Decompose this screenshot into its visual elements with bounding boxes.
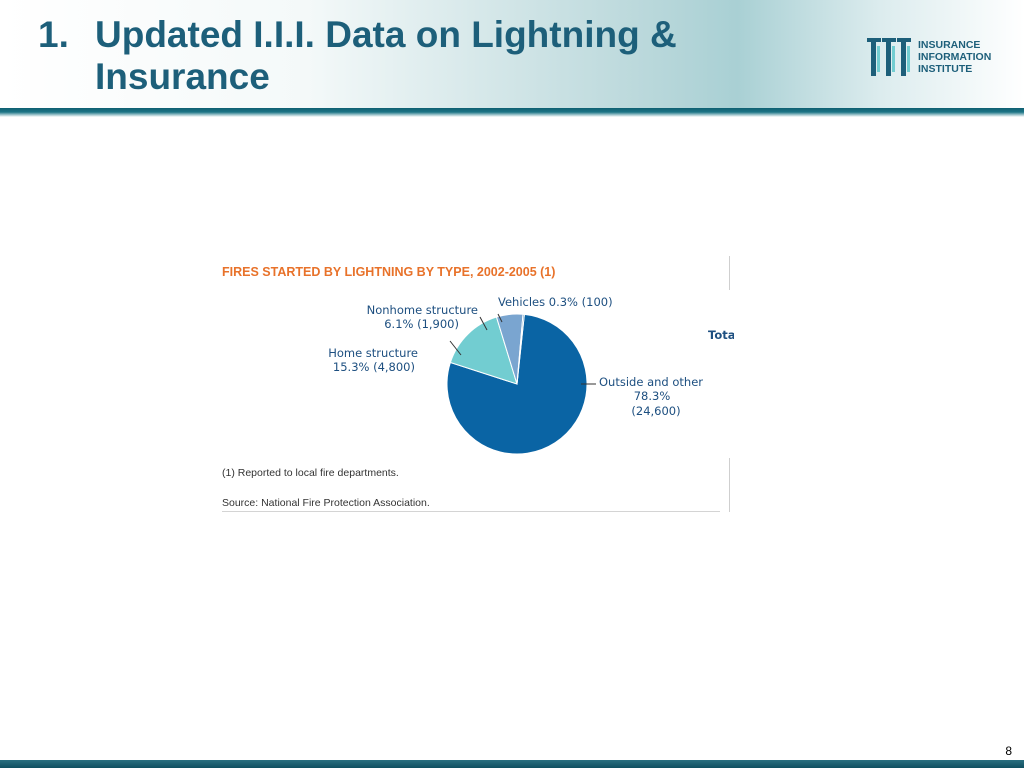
logo-line: INSURANCE [918, 39, 981, 51]
chart-footnote: (1) Reported to local fire departments. [222, 467, 399, 479]
slide-title: 1. Updated I.I.I. Data on Lightning & In… [38, 14, 758, 98]
chart-total: Total: 31,400 [708, 328, 734, 342]
label-outside-value: (24,600) [631, 404, 680, 418]
chart-source: Source: National Fire Protection Associa… [222, 497, 430, 509]
chart-title: FIRES STARTED BY LIGHTNING BY TYPE, 2002… [222, 265, 555, 279]
divider-vertical [729, 256, 730, 290]
pie-chart: FIRES STARTED BY LIGHTNING BY TYPE, 2002… [222, 265, 792, 509]
iii-logo: INSURANCE INFORMATION INSTITUTE [867, 36, 1017, 80]
divider-horizontal [222, 511, 720, 512]
logo-line: INFORMATION [918, 51, 992, 63]
title-number: 1. [38, 14, 69, 55]
header-rule [0, 108, 1024, 117]
slide-header [0, 0, 1024, 112]
pie-slices [446, 313, 588, 455]
leader-line-vehicles [497, 313, 503, 323]
label-outside-pct: 78.3% [634, 389, 671, 403]
pie-slice-vehicles [516, 313, 525, 385]
label-home-name: Home structure [328, 346, 418, 360]
label-nonhome-name: Nonhome structure [367, 303, 478, 317]
leader-line-home [449, 340, 462, 356]
label-outside-name: Outside and other [599, 375, 703, 389]
chart-panel: FIRES STARTED BY LIGHTNING BY TYPE, 2002… [214, 254, 792, 516]
pie-slice-home [449, 316, 518, 385]
title-line-2: Insurance [95, 56, 270, 97]
label-vehicles: Vehicles 0.3% (100) [498, 295, 613, 309]
divider-vertical [729, 458, 730, 512]
label-nonhome-value: 6.1% (1,900) [384, 317, 459, 331]
title-line-1: Updated I.I.I. Data on Lightning & [95, 14, 677, 55]
leader-line-nonhome [479, 316, 488, 331]
logo-line: INSTITUTE [918, 63, 973, 75]
page-number: 8 [1005, 744, 1012, 758]
iii-logo-icon [867, 38, 911, 76]
footer-bar [0, 760, 1024, 768]
label-home-value: 15.3% (4,800) [333, 360, 415, 374]
logo-text: INSURANCE INFORMATION INSTITUTE [918, 39, 991, 75]
